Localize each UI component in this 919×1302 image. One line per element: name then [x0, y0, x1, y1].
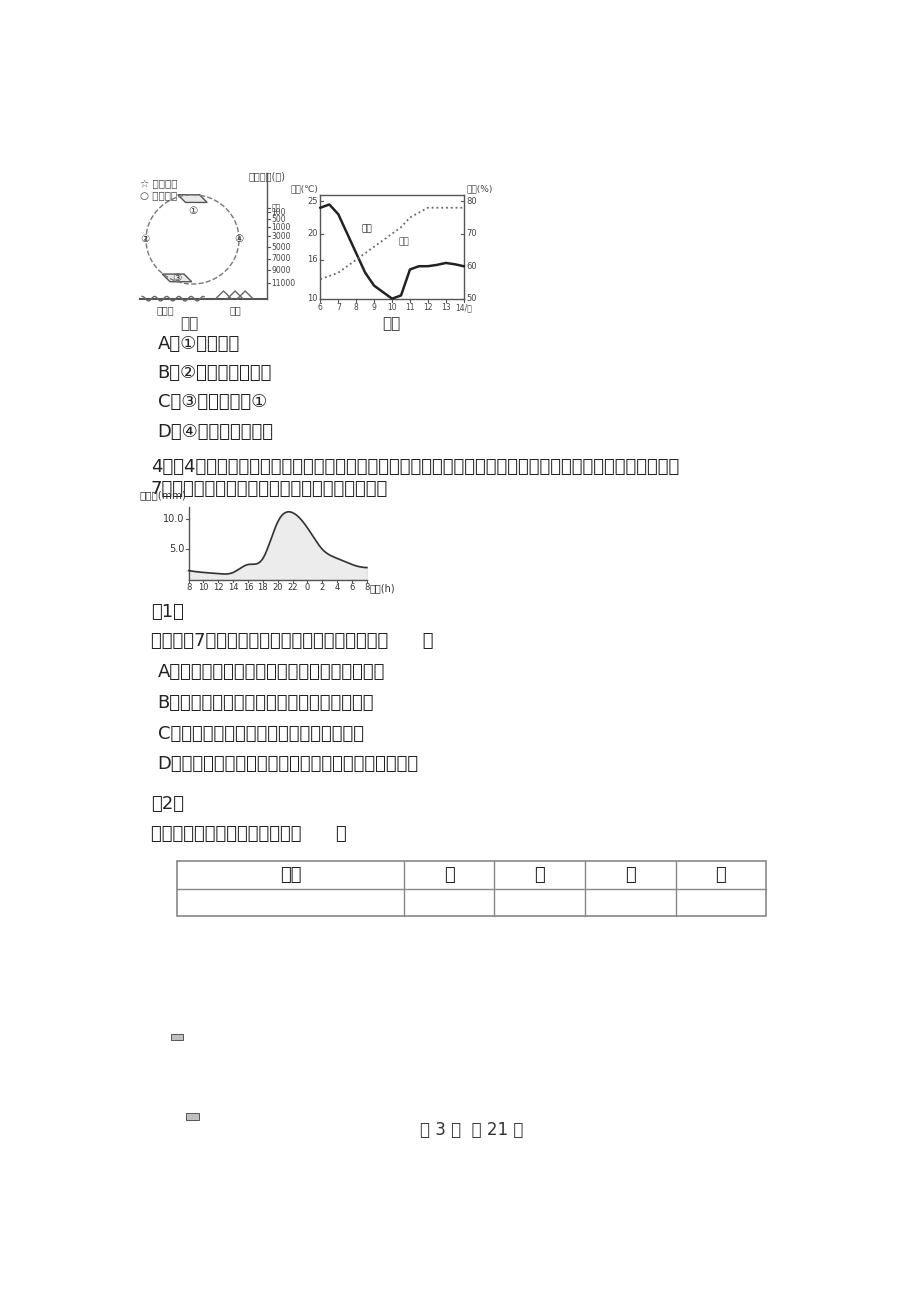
- Text: 9: 9: [371, 303, 376, 312]
- Text: 4: 4: [335, 583, 339, 592]
- Text: D．④处盛行上升气流: D．④处盛行上升气流: [157, 423, 273, 440]
- Text: 70: 70: [466, 229, 476, 238]
- Text: 甲: 甲: [443, 866, 454, 884]
- Text: D．白天升温迅速，盛行上升气流，水汽不易凝结成雨: D．白天升温迅速，盛行上升气流，水汽不易凝结成雨: [157, 755, 418, 773]
- Text: 13: 13: [440, 303, 450, 312]
- Text: 有关拉萨7月降水日变化成因的叙述，正确的是（      ）: 有关拉萨7月降水日变化成因的叙述，正确的是（ ）: [151, 631, 433, 650]
- Text: 图甲: 图甲: [180, 316, 199, 332]
- Text: 7: 7: [335, 303, 340, 312]
- Bar: [186, 1113, 199, 1120]
- Text: 20: 20: [272, 583, 283, 592]
- Text: 0: 0: [304, 583, 310, 592]
- Text: 7月降水量日平均变化图。读图，回答以下问题。: 7月降水量日平均变化图。读图，回答以下问题。: [151, 479, 388, 497]
- Text: 12: 12: [213, 583, 223, 592]
- Text: 4．（4分）拉萨河流域拥有丰富的物质文化和非物质文化资源，拉萨位于宽阔的拉萨河谷地北侧。如图为拉萨: 4．（4分）拉萨河流域拥有丰富的物质文化和非物质文化资源，拉萨位于宽阔的拉萨河谷…: [151, 458, 678, 477]
- Text: 气温: 气温: [361, 224, 371, 233]
- Text: 相对高度(米): 相对高度(米): [248, 172, 285, 182]
- Text: 6: 6: [318, 303, 323, 312]
- Text: 20: 20: [307, 229, 318, 238]
- Polygon shape: [162, 273, 191, 281]
- Text: 下表气候资料最符合拉萨的是（      ）: 下表气候资料最符合拉萨的是（ ）: [151, 824, 346, 842]
- Text: 气温(℃): 气温(℃): [289, 184, 318, 193]
- Text: 3000: 3000: [271, 232, 290, 241]
- Text: 湖水面: 湖水面: [156, 305, 174, 315]
- Text: 地点: 地点: [279, 866, 301, 884]
- Text: 第 3 页  共 21 页: 第 3 页 共 21 页: [419, 1121, 523, 1139]
- Text: 12: 12: [423, 303, 432, 312]
- Text: ○ 气流运动: ○ 气流运动: [140, 190, 176, 201]
- Text: 100: 100: [271, 208, 286, 217]
- Text: 7000: 7000: [271, 254, 290, 263]
- Text: 丁: 丁: [715, 866, 725, 884]
- Text: 500: 500: [271, 215, 286, 224]
- Text: 10: 10: [387, 303, 396, 312]
- Text: 18: 18: [257, 583, 268, 592]
- Text: 22: 22: [287, 583, 298, 592]
- Text: 10: 10: [198, 583, 209, 592]
- Text: 降水量(mm): 降水量(mm): [139, 491, 186, 500]
- Text: A．①处为陆风: A．①处为陆风: [157, 335, 240, 353]
- Text: 2: 2: [319, 583, 324, 592]
- Text: 11000: 11000: [271, 279, 295, 288]
- Polygon shape: [177, 195, 207, 202]
- Text: 16: 16: [243, 583, 253, 592]
- Text: C．白天盛行下沉气流，水汽不易凝结成雨: C．白天盛行下沉气流，水汽不易凝结成雨: [157, 724, 363, 742]
- Text: 5.0: 5.0: [169, 544, 185, 555]
- Text: B．夜晚近地面形成逆温层，水汽易凝结成雨: B．夜晚近地面形成逆温层，水汽易凝结成雨: [157, 694, 374, 712]
- Text: 5000: 5000: [271, 242, 290, 251]
- Text: 8: 8: [186, 583, 191, 592]
- Text: 10: 10: [307, 294, 318, 303]
- Text: ①: ①: [187, 206, 197, 216]
- Text: B．②处更易形成降水: B．②处更易形成降水: [157, 365, 272, 383]
- Text: 图乙: 图乙: [382, 316, 401, 332]
- Text: 8: 8: [354, 303, 358, 312]
- Text: A．夜晚地面降温迅速，近地面水汽易凝结成雨: A．夜晚地面降温迅速，近地面水汽易凝结成雨: [157, 663, 384, 681]
- Text: C．③处风力小于①: C．③处风力小于①: [157, 393, 267, 411]
- Text: 80: 80: [466, 197, 476, 206]
- Text: 11: 11: [404, 303, 414, 312]
- Text: 10.0: 10.0: [164, 514, 185, 523]
- Text: ③: ③: [172, 273, 181, 284]
- Text: 14/时: 14/时: [455, 303, 471, 312]
- Bar: [171, 1034, 183, 1040]
- Text: 陆地: 陆地: [229, 305, 241, 315]
- Text: 时间(h): 时间(h): [369, 583, 394, 592]
- Text: 1000: 1000: [271, 223, 290, 232]
- Text: 级地: 级地: [271, 203, 280, 212]
- Text: 6: 6: [349, 583, 355, 592]
- Text: 8: 8: [364, 583, 369, 592]
- Text: （2）: （2）: [151, 796, 184, 814]
- Text: ④: ④: [234, 234, 244, 245]
- Text: 16: 16: [307, 255, 318, 264]
- Text: 湿度(%): 湿度(%): [466, 184, 492, 193]
- Bar: [176, 861, 766, 917]
- Text: 乙: 乙: [534, 866, 545, 884]
- Text: 50: 50: [466, 294, 476, 303]
- Text: 9000: 9000: [271, 266, 290, 275]
- Text: ②: ②: [140, 234, 149, 245]
- Text: 14: 14: [228, 583, 238, 592]
- Text: （1）: （1）: [151, 603, 183, 621]
- Text: 湿度: 湿度: [399, 237, 409, 246]
- Text: 25: 25: [307, 197, 318, 206]
- Text: ☆ 辐向风力: ☆ 辐向风力: [140, 180, 177, 189]
- Text: 丙: 丙: [625, 866, 635, 884]
- Text: 60: 60: [466, 262, 476, 271]
